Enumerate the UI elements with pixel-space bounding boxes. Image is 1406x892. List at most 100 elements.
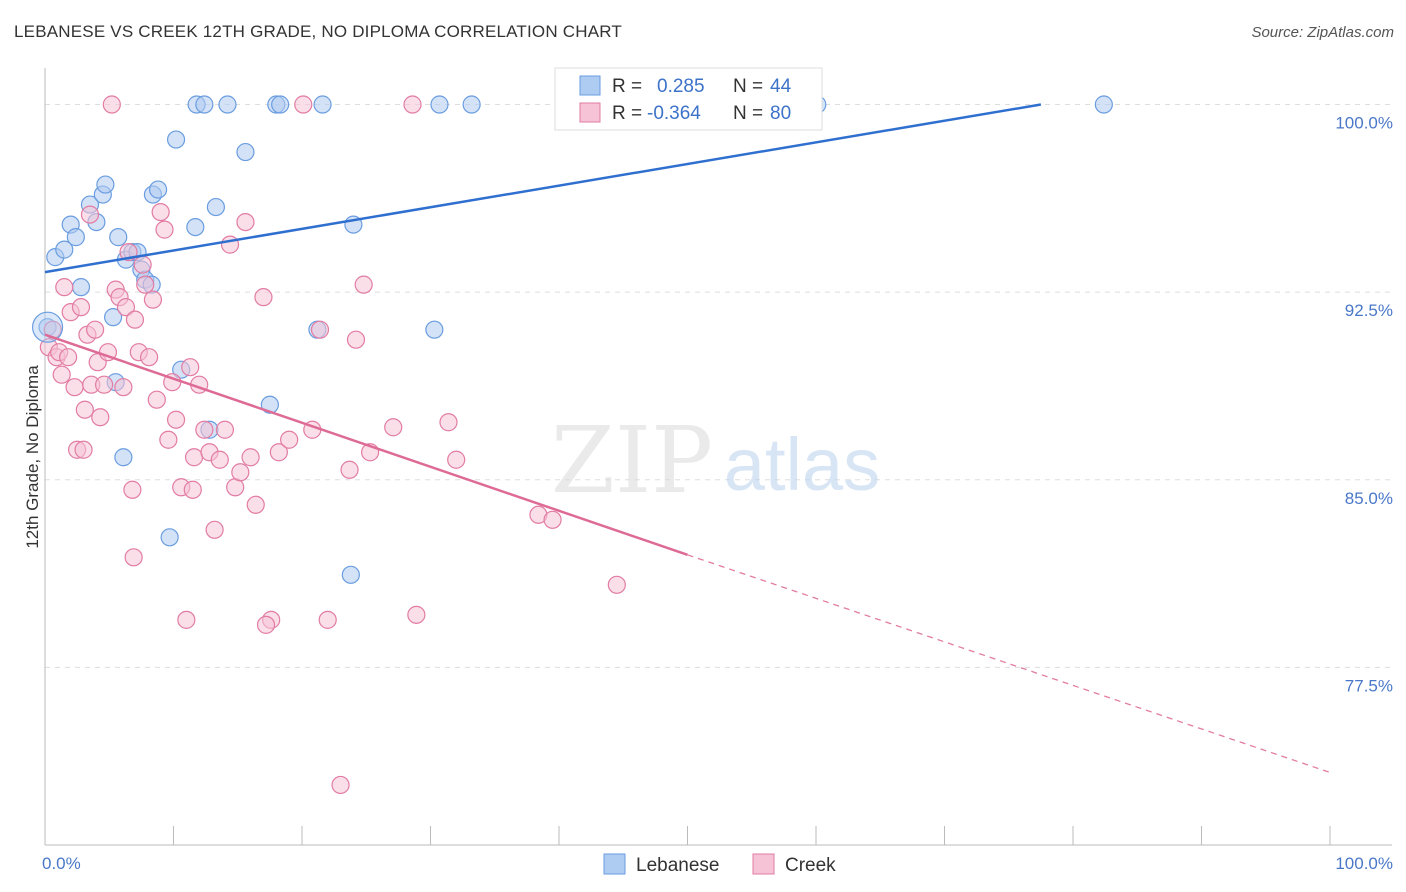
data-point-lebanese-large bbox=[31, 311, 64, 343]
data-point-lebanese bbox=[96, 175, 115, 194]
tick-labels: 100.0% 92.5% 85.0% 77.5% 0.0% 100.0% bbox=[42, 114, 1393, 873]
legend-swatch-creek bbox=[752, 853, 775, 875]
data-point-creek bbox=[607, 575, 626, 594]
data-point-creek bbox=[65, 378, 84, 397]
data-point-lebanese bbox=[104, 308, 123, 327]
data-point-creek bbox=[155, 220, 174, 239]
data-point-lebanese bbox=[55, 240, 74, 259]
data-point-lebanese bbox=[236, 142, 255, 162]
data-point-creek bbox=[91, 408, 110, 427]
data-point-creek bbox=[195, 420, 214, 439]
data-point-lebanese bbox=[186, 218, 205, 237]
data-point-creek bbox=[133, 255, 152, 274]
data-point-creek bbox=[439, 413, 458, 432]
data-point-lebanese bbox=[148, 180, 168, 199]
data-point-lebanese bbox=[218, 95, 237, 114]
data-point-creek bbox=[256, 615, 276, 634]
data-point-creek bbox=[74, 440, 93, 459]
data-point-creek bbox=[215, 420, 234, 439]
data-point-creek bbox=[231, 463, 250, 482]
data-point-creek bbox=[340, 460, 359, 479]
data-point-creek bbox=[125, 310, 145, 329]
data-point-lebanese bbox=[166, 130, 186, 149]
data-point-creek bbox=[159, 430, 178, 449]
legend-swatch-lebanese bbox=[603, 853, 626, 875]
data-point-creek bbox=[384, 418, 403, 437]
data-point-lebanese bbox=[114, 448, 133, 467]
data-point-creek bbox=[95, 375, 114, 394]
data-point-creek bbox=[241, 448, 260, 467]
data-point-creek bbox=[114, 378, 133, 397]
legend-label-lebanese: Lebanese bbox=[636, 855, 719, 876]
y-axis-title: 12th Grade, No Diploma bbox=[23, 365, 42, 549]
data-points bbox=[31, 95, 1113, 795]
data-point-creek bbox=[71, 298, 91, 317]
data-point-creek bbox=[183, 480, 202, 499]
data-point-lebanese bbox=[66, 228, 85, 247]
data-point-creek bbox=[447, 450, 466, 469]
data-point-creek bbox=[124, 548, 143, 567]
data-point-creek bbox=[166, 410, 186, 429]
stats-n-label-creek: N = bbox=[733, 103, 763, 124]
data-point-creek bbox=[75, 400, 94, 419]
data-point-creek bbox=[310, 320, 330, 339]
stats-swatch-creek bbox=[579, 102, 601, 123]
legend-label-creek: Creek bbox=[785, 855, 836, 876]
data-point-creek bbox=[102, 95, 121, 114]
trend-line-creek bbox=[44, 333, 688, 556]
data-point-creek bbox=[80, 205, 100, 224]
y-tick-label: 77.5% bbox=[1345, 676, 1393, 695]
data-point-lebanese bbox=[462, 95, 481, 114]
axes bbox=[44, 68, 1392, 846]
data-point-creek bbox=[407, 605, 426, 624]
watermark-atlas: atlas bbox=[724, 423, 880, 506]
trend-lines bbox=[44, 103, 1331, 774]
data-point-creek bbox=[123, 480, 142, 499]
stats-legend: R = 0.285 N = 44 R = -0.364 N = 80 bbox=[554, 67, 823, 131]
grid-lines bbox=[45, 104, 1392, 668]
data-point-creek bbox=[59, 348, 78, 367]
data-point-creek bbox=[181, 358, 200, 377]
data-point-creek bbox=[151, 202, 170, 222]
data-point-creek bbox=[55, 278, 74, 297]
data-point-lebanese bbox=[271, 95, 290, 114]
data-point-creek bbox=[269, 443, 288, 462]
data-point-creek bbox=[294, 95, 313, 114]
data-point-creek bbox=[254, 288, 273, 307]
data-point-creek bbox=[403, 95, 422, 114]
data-point-creek bbox=[143, 290, 163, 309]
data-point-lebanese bbox=[109, 228, 128, 247]
stats-r-value-lebanese: 0.285 bbox=[657, 76, 705, 97]
data-point-creek bbox=[543, 510, 562, 529]
data-point-lebanese bbox=[160, 528, 179, 547]
data-point-creek bbox=[318, 610, 337, 629]
data-point-creek bbox=[86, 320, 105, 339]
data-point-lebanese bbox=[313, 95, 332, 114]
data-point-lebanese bbox=[341, 565, 360, 584]
data-point-creek bbox=[210, 450, 229, 469]
y-tick-label: 100.0% bbox=[1335, 114, 1393, 133]
stats-r-label-lebanese: R = bbox=[612, 76, 642, 97]
stats-r-value-creek: -0.364 bbox=[647, 103, 701, 124]
data-point-lebanese bbox=[195, 95, 214, 114]
data-point-creek bbox=[280, 430, 299, 449]
trend-line-lebanese bbox=[44, 103, 1042, 274]
data-point-creek bbox=[177, 610, 196, 629]
chart-source: Source: ZipAtlas.com bbox=[1251, 24, 1394, 41]
data-point-lebanese bbox=[430, 95, 449, 114]
watermark-zip: ZIP bbox=[551, 407, 713, 514]
data-point-lebanese bbox=[71, 278, 91, 297]
data-point-lebanese bbox=[1094, 95, 1113, 114]
series-legend: Lebanese Creek bbox=[603, 853, 836, 876]
data-point-creek bbox=[220, 235, 240, 254]
stats-n-value-creek: 80 bbox=[770, 103, 791, 124]
data-point-creek bbox=[52, 365, 71, 384]
stats-r-label-creek: R = bbox=[612, 103, 642, 124]
y-tick-label: 85.0% bbox=[1345, 489, 1393, 508]
data-point-lebanese bbox=[425, 320, 444, 339]
trend-line-extension-creek bbox=[687, 554, 1331, 774]
data-point-creek bbox=[346, 330, 366, 349]
data-point-creek bbox=[116, 298, 136, 317]
data-point-creek bbox=[354, 275, 373, 294]
